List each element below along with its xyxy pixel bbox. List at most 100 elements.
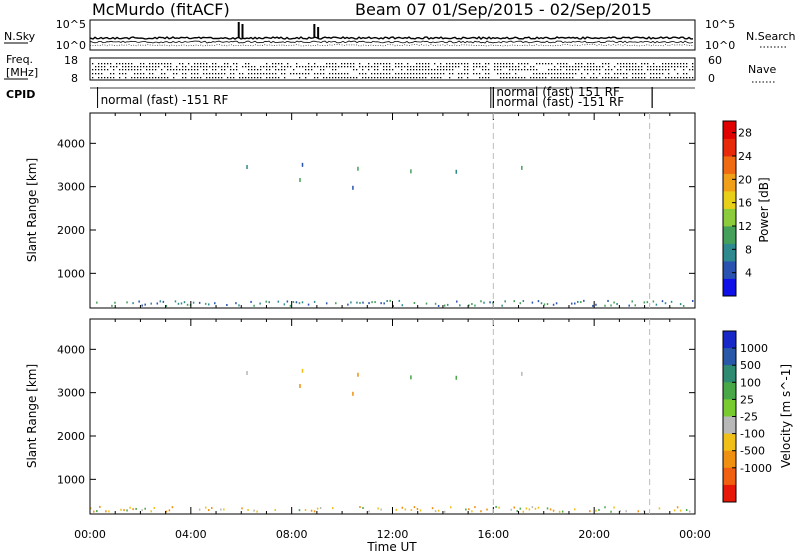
freq-sample [656, 69, 658, 71]
freq-sample [413, 69, 415, 71]
freq-sample [263, 66, 265, 68]
freq-sample [434, 77, 436, 79]
freq-sample [206, 73, 208, 75]
freq-sample [635, 77, 637, 79]
freq-sample [566, 77, 568, 79]
freq-sample [113, 69, 115, 71]
freq-sample [440, 73, 442, 75]
freq-sample [224, 66, 226, 68]
cpid-segment-label: normal (fast) -151 RF [101, 93, 229, 107]
freq-sample [386, 63, 388, 65]
freq-sample [608, 66, 610, 68]
freq-sample [557, 69, 559, 71]
freq-sample [650, 66, 652, 68]
freq-sample [383, 66, 385, 68]
freq-sample [629, 63, 631, 65]
freq-sample [125, 73, 127, 75]
freq-sample [422, 63, 424, 65]
freq-sample [119, 63, 121, 65]
freq-sample [689, 69, 691, 71]
freq-sample [464, 63, 466, 65]
freq-sample [143, 63, 145, 65]
freq-sample [152, 63, 154, 65]
freq-sample [446, 63, 448, 65]
freq-sample [272, 63, 274, 65]
freq-sample [347, 63, 349, 65]
freq-sample [425, 77, 427, 79]
freq-sample [437, 69, 439, 71]
freq-sample [398, 66, 400, 68]
freq-sample [431, 69, 433, 71]
freq-sample [233, 69, 235, 71]
freq-sample [164, 73, 166, 75]
freq-sample [653, 73, 655, 75]
freq-sample [662, 69, 664, 71]
freq-sample [434, 69, 436, 71]
scatter-cell [111, 304, 113, 307]
freq-sample [197, 66, 199, 68]
freq-sample [251, 69, 253, 71]
freq-sample [218, 66, 220, 68]
freq-sample [203, 66, 205, 68]
freq-sample [563, 63, 565, 65]
freq-sample [467, 63, 469, 65]
freq-sample [683, 73, 685, 75]
scatter-cell [335, 302, 337, 305]
freq-sample [569, 69, 571, 71]
freq-sample [290, 66, 292, 68]
freq-sample [359, 66, 361, 68]
freq-sample [155, 77, 157, 79]
freq-sample [344, 63, 346, 65]
freq-sample [182, 77, 184, 79]
freq-sample [230, 77, 232, 79]
freq-sample [167, 69, 169, 71]
freq-sample [110, 63, 112, 65]
freq-sample [635, 66, 637, 68]
nsky-tick-top: 10^5 [56, 18, 86, 31]
scatter-cell [138, 300, 140, 303]
freq-sample [332, 66, 334, 68]
freq-sample [479, 73, 481, 75]
freq-sample [437, 73, 439, 75]
scatter-cell [468, 304, 470, 307]
freq-sample [293, 69, 295, 71]
freq-sample [290, 73, 292, 75]
freq-sample [221, 66, 223, 68]
freq-sample [293, 73, 295, 75]
freq-sample [362, 73, 364, 75]
freq-sample [161, 77, 163, 79]
freq-sample [626, 66, 628, 68]
freq-sample [587, 66, 589, 68]
freq-sample [275, 63, 277, 65]
freq-sample [596, 69, 598, 71]
freq-sample [206, 69, 208, 71]
freq-sample [476, 63, 478, 65]
freq-sample [368, 77, 370, 79]
freq-sample [530, 66, 532, 68]
freq-sample [383, 63, 385, 65]
nsky-trace [89, 36, 694, 40]
scatter-cell [413, 302, 416, 305]
freq-sample [614, 73, 616, 75]
freq-sample [188, 69, 190, 71]
freq-sample [353, 66, 355, 68]
freq-sample [197, 63, 199, 65]
freq-sample [566, 69, 568, 71]
freq-sample [407, 66, 409, 68]
freq-sample [95, 69, 97, 71]
freq-sample [191, 69, 193, 71]
freq-sample [644, 77, 646, 79]
freq-sample [341, 63, 343, 65]
freq-sample [311, 66, 313, 68]
freq-sample [557, 73, 559, 75]
freq-sample [104, 63, 106, 65]
freq-sample [92, 77, 94, 79]
freq-sample [620, 73, 622, 75]
freq-sample [257, 69, 259, 71]
freq-sample [632, 66, 634, 68]
freq-sample [569, 77, 571, 79]
freq-sample [476, 73, 478, 75]
nsearch-tick-top: 10^5 [705, 18, 735, 31]
freq-sample [533, 73, 535, 75]
scatter-cell [480, 300, 482, 303]
